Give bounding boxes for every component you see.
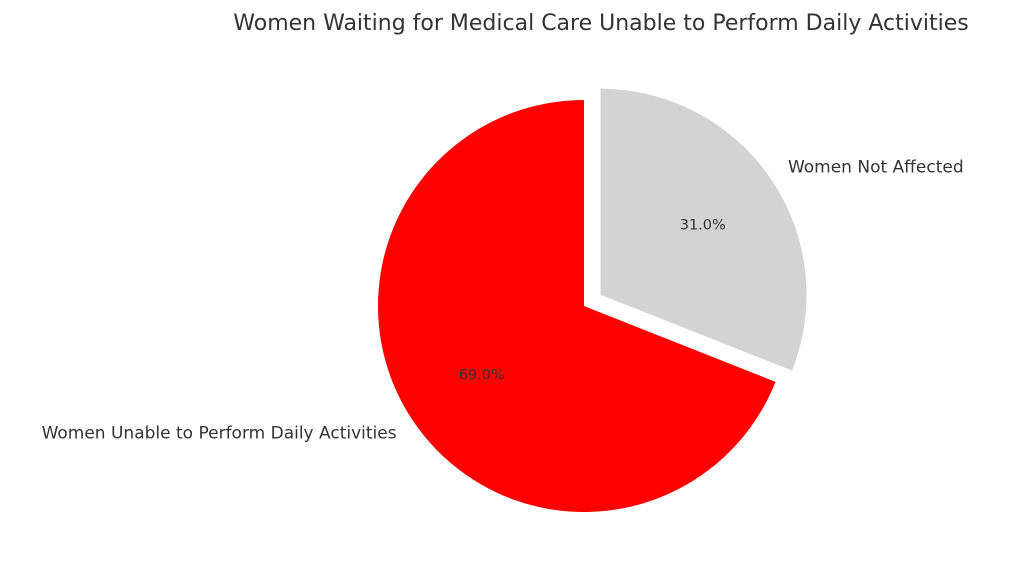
chart-title: Women Waiting for Medical Care Unable to… [233, 11, 968, 36]
pie-slice-category-label: Women Unable to Perform Daily Activities [42, 423, 397, 443]
pie-slices [377, 88, 807, 512]
pie-slice-0 [600, 88, 807, 371]
pie-slice-percent-label: 69.0% [459, 367, 505, 383]
pie-slice-category-label: Women Not Affected [788, 157, 964, 177]
pie-slice-percent-label: 31.0% [680, 217, 726, 233]
pie-labels: 31.0% Women Not Affected 69.0% Women Unable… [42, 157, 964, 443]
pie-slice-1 [377, 100, 776, 512]
